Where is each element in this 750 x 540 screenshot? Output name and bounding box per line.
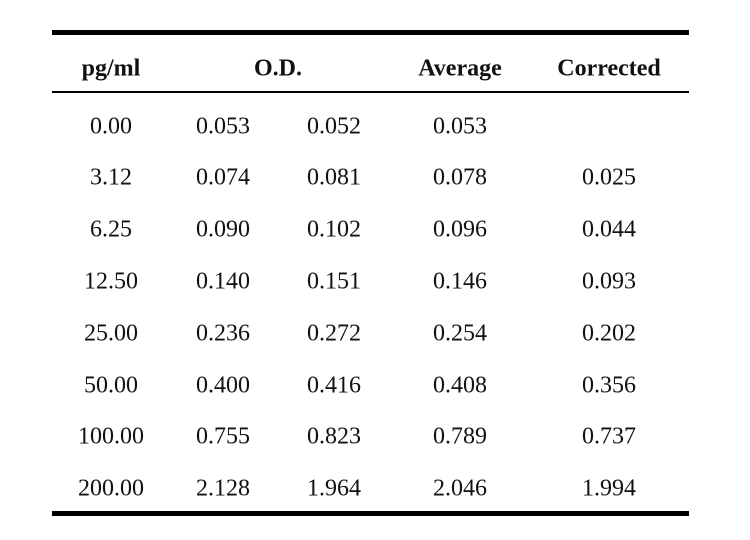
cell-od-1: 0.140 — [196, 268, 250, 295]
header-average: Average — [418, 55, 502, 82]
cell-od-1: 2.128 — [196, 475, 250, 502]
header-corrected: Corrected — [557, 55, 661, 82]
table-row: 200.00 2.128 1.964 2.046 1.994 — [52, 460, 689, 512]
table-row: 3.12 0.074 0.081 0.078 0.025 — [52, 149, 689, 201]
cell-od-2: 0.823 — [307, 423, 361, 450]
cell-corrected: 0.356 — [582, 372, 636, 398]
cell-od-1: 0.400 — [196, 372, 250, 398]
cell-od-2: 0.102 — [307, 216, 361, 243]
standard-curve-table: pg/ml O.D. Average Corrected 0.00 0.053 … — [52, 30, 689, 517]
table-header-row: pg/ml O.D. Average Corrected — [52, 35, 689, 91]
table-body: 0.00 0.053 0.052 0.053 3.12 0.074 0.081 … — [52, 93, 689, 511]
cell-od-1: 0.236 — [196, 320, 250, 347]
cell-average: 0.789 — [433, 423, 487, 450]
cell-od-1: 0.090 — [196, 216, 250, 243]
header-od: O.D. — [254, 55, 302, 82]
cell-concentration: 100.00 — [78, 423, 144, 450]
cell-concentration: 50.00 — [84, 372, 138, 398]
cell-average: 0.053 — [433, 113, 487, 140]
table-top-rule — [52, 30, 689, 35]
cell-concentration: 25.00 — [84, 320, 138, 347]
cell-od-2: 0.151 — [307, 268, 361, 295]
cell-od-2: 1.964 — [307, 475, 361, 502]
cell-concentration: 12.50 — [84, 268, 138, 295]
cell-corrected: 0.044 — [582, 216, 636, 243]
cell-od-2: 0.416 — [307, 372, 361, 398]
table-bottom-rule — [52, 511, 689, 517]
cell-od-2: 0.272 — [307, 320, 361, 347]
table-row: 0.00 0.053 0.052 0.053 — [52, 97, 689, 149]
header-concentration: pg/ml — [81, 55, 141, 82]
cell-average: 0.096 — [433, 216, 487, 243]
cell-average: 0.408 — [433, 372, 487, 398]
cell-concentration: 3.12 — [90, 164, 132, 191]
table-row: 25.00 0.236 0.272 0.254 0.202 — [52, 304, 689, 356]
cell-od-1: 0.053 — [196, 113, 250, 140]
cell-average: 0.078 — [433, 164, 487, 191]
cell-od-2: 0.081 — [307, 164, 361, 191]
cell-corrected: 0.737 — [582, 423, 636, 450]
table-row: 100.00 0.755 0.823 0.789 0.737 — [52, 408, 689, 460]
cell-concentration: 200.00 — [78, 475, 144, 502]
cell-od-2: 0.052 — [307, 113, 361, 140]
cell-od-1: 0.074 — [196, 164, 250, 191]
cell-corrected: 1.994 — [582, 475, 636, 502]
cell-concentration: 0.00 — [90, 113, 132, 140]
cell-od-1: 0.755 — [196, 423, 250, 450]
cell-average: 0.254 — [433, 320, 487, 347]
cell-corrected: 0.025 — [582, 164, 636, 191]
cell-concentration: 6.25 — [90, 216, 132, 243]
table-row: 6.25 0.090 0.102 0.096 0.044 — [52, 201, 689, 253]
cell-average: 0.146 — [433, 268, 487, 295]
cell-corrected: 0.202 — [582, 320, 636, 347]
cell-corrected: 0.093 — [582, 268, 636, 295]
table-row: 12.50 0.140 0.151 0.146 0.093 — [52, 252, 689, 304]
cell-average: 2.046 — [433, 475, 487, 502]
table-row: 50.00 0.400 0.416 0.408 0.356 — [52, 356, 689, 408]
table-header-rule — [52, 91, 689, 93]
